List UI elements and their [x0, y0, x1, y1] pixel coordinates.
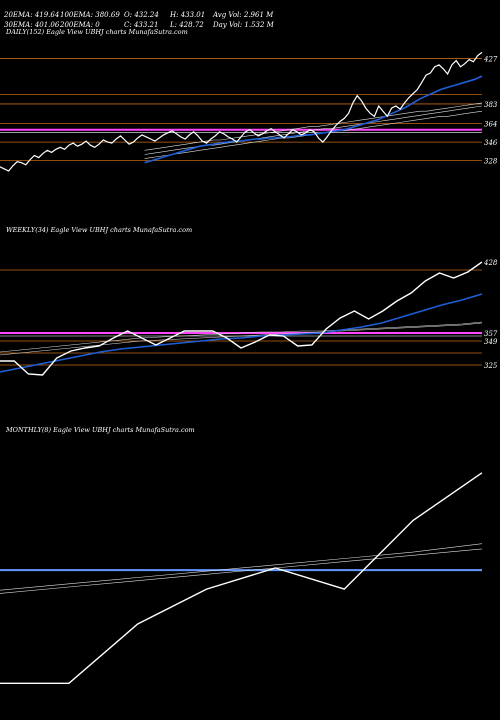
y-tick-label: 427 [483, 56, 498, 64]
price-line [0, 472, 483, 684]
ema20-stat: 20EMA: 419.64 [4, 11, 60, 19]
ema-line [0, 322, 483, 356]
avg-vol-stat: Avg Vol: 2.961 M [213, 11, 274, 19]
y-tick-label: 364 [484, 121, 497, 129]
y-tick-label: 428 [483, 259, 498, 267]
stats-header: 20EMA: 419.64 100EMA: 380.69 O: 432.24 H: 4… [4, 2, 273, 20]
y-tick-label: 349 [484, 338, 498, 346]
ema-line [0, 293, 483, 373]
ema-line [0, 321, 483, 353]
y-tick-label: 325 [484, 362, 498, 370]
y-tick-label: 357 [484, 330, 498, 338]
ema-line [144, 75, 483, 164]
stats-header-row2: 30EMA: 401.06 200EMA: 0 C: 433.21 L: 428.72… [4, 12, 274, 30]
price-line [0, 51, 483, 172]
high-stat: H: 433.01 [170, 11, 206, 19]
ema-line [0, 548, 483, 594]
day-vol-stat: Day Vol: 1.532 M [213, 21, 274, 29]
y-tick-label: 346 [484, 139, 498, 147]
low-stat: L: 428.72 [170, 21, 204, 29]
open-stat: O: 432.24 [124, 11, 159, 19]
price-line [0, 261, 483, 376]
close-stat: C: 433.21 [124, 21, 159, 29]
y-tick-label: 328 [484, 158, 498, 166]
y-tick-label: 383 [484, 101, 498, 109]
ema200-stat: 200EMA: 0 [60, 21, 100, 29]
ema-line [0, 543, 483, 591]
monthly-panel-title: MONTHLY(8) Eagle View UBHJ charts Munafa… [6, 426, 195, 434]
ema30-stat: 30EMA: 401.06 [4, 21, 60, 29]
weekly-panel-title: WEEKLY(34) Eagle View UBHJ charts Munafa… [6, 226, 193, 234]
ema100-stat: 100EMA: 380.69 [60, 11, 120, 19]
ema-line [144, 102, 483, 151]
daily-panel-title: DAILY(152) Eagle View UBHJ charts Munafa… [6, 28, 188, 36]
